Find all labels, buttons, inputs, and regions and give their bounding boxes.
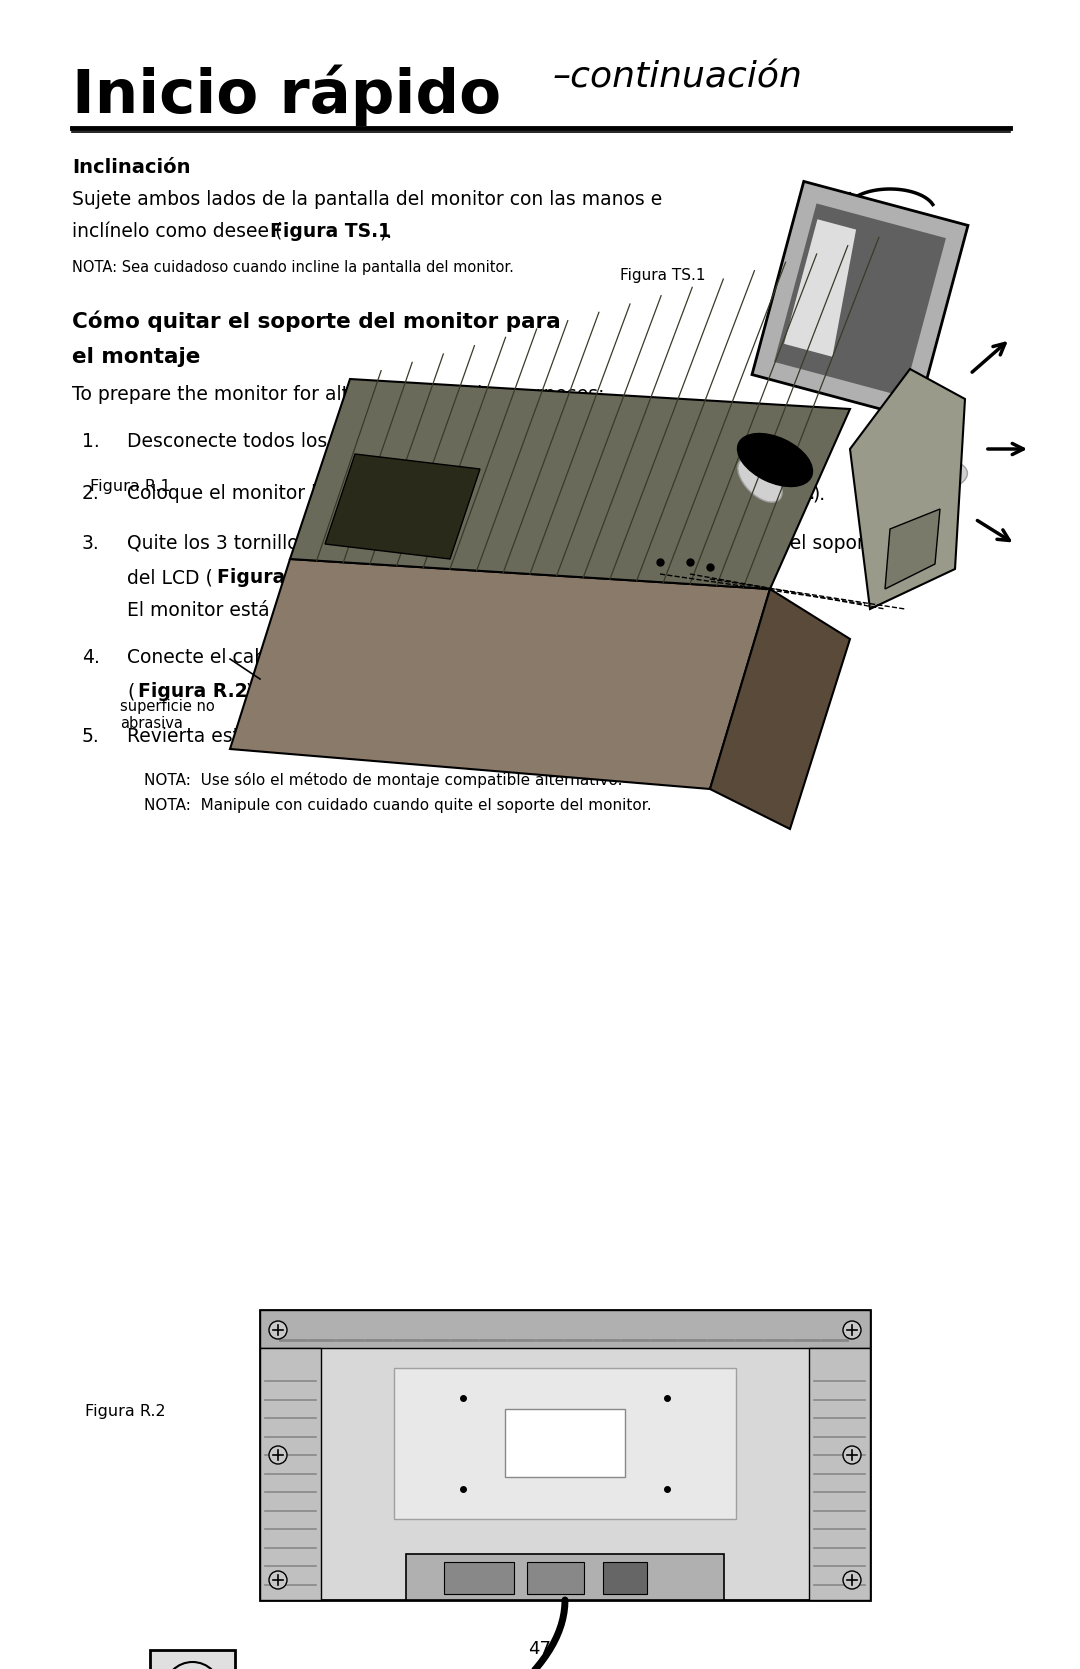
Circle shape	[843, 1445, 861, 1464]
Text: –continuación: –continuación	[552, 62, 801, 95]
Circle shape	[164, 1662, 220, 1669]
Text: Figura R.1: Figura R.1	[217, 567, 326, 587]
Polygon shape	[325, 454, 480, 559]
Text: el montaje: el montaje	[72, 347, 201, 367]
Text: ).: ).	[380, 222, 393, 240]
Text: ).: ).	[813, 484, 826, 502]
Text: Figura TS.1: Figura TS.1	[620, 269, 705, 284]
Text: 47: 47	[528, 1641, 552, 1657]
Polygon shape	[885, 509, 940, 589]
Bar	[527, 1562, 584, 1594]
Text: Figura R.1: Figura R.1	[705, 484, 814, 502]
Bar	[260, 1347, 321, 1601]
Text: Figura R.2: Figura R.2	[138, 683, 247, 701]
Bar	[394, 1369, 735, 1519]
Bar	[260, 1310, 870, 1347]
Text: Cómo quitar el soporte del monitor para: Cómo quitar el soporte del monitor para	[72, 310, 561, 332]
Text: Quite los 3 tornillos que conectan el monitor con el soporte y extraiga el sopor: Quite los 3 tornillos que conectan el mo…	[127, 534, 883, 552]
Text: El monitor está ahora listo para el montaje en una forma alternativa.: El monitor está ahora listo para el mont…	[127, 599, 774, 619]
Bar	[505, 1409, 624, 1477]
Text: (: (	[127, 683, 134, 701]
Text: Inclinación: Inclinación	[72, 159, 190, 177]
Polygon shape	[850, 369, 966, 609]
Text: NOTA:  Use sólo el método de montaje compatible alternativo.: NOTA: Use sólo el método de montaje comp…	[144, 773, 622, 788]
Text: ).: ).	[246, 683, 259, 701]
Text: To prepare the monitor for alternate mounting purposes:: To prepare the monitor for alternate mou…	[72, 386, 605, 404]
Polygon shape	[784, 219, 856, 357]
Circle shape	[269, 1445, 287, 1464]
Text: Desconecte todos los cables.: Desconecte todos los cables.	[127, 432, 400, 451]
Polygon shape	[291, 379, 850, 589]
Text: Inicio rápido: Inicio rápido	[72, 65, 501, 127]
Text: Conecte el cable CA a la parte posterior del monitor: Conecte el cable CA a la parte posterior…	[127, 648, 615, 668]
Circle shape	[269, 1571, 287, 1589]
Bar	[150, 1651, 235, 1669]
Text: Figura R.1: Figura R.1	[90, 479, 171, 494]
Bar	[445, 1562, 514, 1594]
Text: Sujete ambos lados de la pantalla del monitor con las manos e: Sujete ambos lados de la pantalla del mo…	[72, 190, 662, 209]
Text: 4.: 4.	[82, 648, 99, 668]
Bar	[603, 1562, 648, 1594]
Ellipse shape	[913, 461, 968, 491]
Text: superficie no
abrasiva: superficie no abrasiva	[120, 699, 215, 731]
Text: Figura R.2: Figura R.2	[85, 1404, 165, 1419]
Text: 3.: 3.	[82, 534, 99, 552]
Text: NOTA: Sea cuidadoso cuando incline la pantalla del monitor.: NOTA: Sea cuidadoso cuando incline la pa…	[72, 260, 514, 275]
Circle shape	[843, 1320, 861, 1339]
Ellipse shape	[738, 434, 812, 486]
Text: 2.: 2.	[82, 484, 99, 502]
Bar	[809, 1347, 870, 1601]
Text: 1.: 1.	[82, 432, 99, 451]
Text: inclínelo como desee (: inclínelo como desee (	[72, 222, 282, 240]
Text: ).: ).	[325, 567, 338, 587]
Polygon shape	[752, 182, 968, 419]
Text: NOTA:  Manipule con cuidado cuando quite el soporte del monitor.: NOTA: Manipule con cuidado cuando quite …	[144, 798, 651, 813]
Polygon shape	[774, 204, 946, 397]
Polygon shape	[710, 589, 850, 829]
Text: del LCD (: del LCD (	[127, 567, 213, 587]
Text: 5.: 5.	[82, 728, 99, 746]
Circle shape	[843, 1571, 861, 1589]
Bar	[406, 1554, 724, 1601]
Text: Revierta este proceso para volver a colocar la base.: Revierta este proceso para volver a colo…	[127, 728, 615, 746]
Ellipse shape	[738, 457, 782, 502]
Ellipse shape	[882, 426, 958, 476]
Circle shape	[269, 1320, 287, 1339]
Text: Coloque el monitor boca abajo sobre una superficie no abrasiva (: Coloque el monitor boca abajo sobre una …	[127, 484, 740, 502]
Polygon shape	[230, 559, 770, 789]
Text: Figura TS.1: Figura TS.1	[270, 222, 391, 240]
FancyBboxPatch shape	[260, 1310, 870, 1601]
